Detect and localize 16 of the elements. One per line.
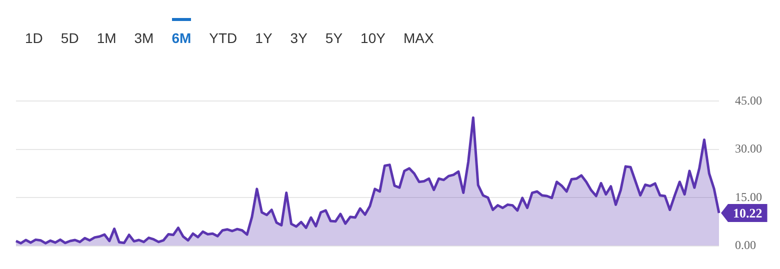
range-button[interactable]: 1D	[16, 18, 52, 58]
range-button[interactable]: 1Y	[246, 18, 282, 58]
data-label: 10.22	[733, 205, 762, 220]
range-button[interactable]: 1M	[88, 18, 126, 58]
range-button[interactable]: YTD	[200, 18, 246, 58]
y-tick-label: 15.00	[735, 190, 762, 204]
range-button[interactable]: MAX	[394, 18, 443, 58]
y-tick-label: 30.00	[735, 142, 762, 156]
range-button[interactable]: 3M	[125, 18, 163, 58]
y-tick-label: 45.00	[735, 93, 762, 108]
y-tick-label: 0.00	[735, 238, 756, 252]
range-button[interactable]: 10Y	[352, 18, 394, 58]
range-button[interactable]: 5D	[52, 18, 88, 58]
range-button-active[interactable]: 6M	[162, 18, 200, 58]
range-button[interactable]: 5Y	[316, 18, 352, 58]
range-button[interactable]: 3Y	[281, 18, 316, 58]
